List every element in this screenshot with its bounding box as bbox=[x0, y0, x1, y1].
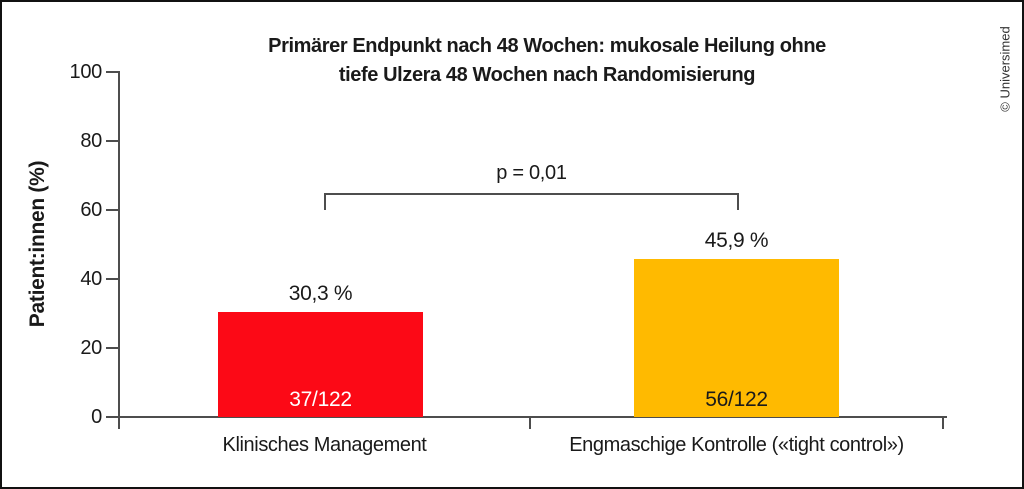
y-axis-title: Patient:innen (%) bbox=[26, 160, 49, 328]
chart-title-line1: Primärer Endpunkt nach 48 Wochen: mukosa… bbox=[268, 35, 826, 57]
y-tick-mark bbox=[106, 140, 119, 142]
significance-bracket bbox=[324, 193, 739, 195]
bar-value-label: 45,9 % bbox=[704, 229, 769, 252]
y-tick-label: 20 bbox=[80, 337, 102, 359]
y-tick-label: 60 bbox=[80, 199, 102, 221]
copyright-credit: © Universimed bbox=[997, 26, 1013, 112]
bar-engmaschige-kontrolle bbox=[634, 259, 839, 417]
y-tick-mark bbox=[106, 416, 119, 418]
x-tick-mark bbox=[942, 416, 944, 429]
x-category-label: Klinisches Management bbox=[222, 434, 427, 456]
x-tick-mark bbox=[529, 416, 531, 429]
y-tick-label: 0 bbox=[91, 406, 102, 428]
y-tick-mark bbox=[106, 209, 119, 211]
x-axis-line bbox=[106, 416, 947, 418]
bar-klinisches-management bbox=[218, 312, 423, 417]
chart-title-line2: tiefe Ulzera 48 Wochen nach Randomisieru… bbox=[338, 64, 756, 86]
significance-bracket-end bbox=[324, 193, 326, 210]
chart-title: Primärer Endpunkt nach 48 Wochen: mukosa… bbox=[139, 32, 955, 90]
y-tick-label: 100 bbox=[69, 61, 103, 83]
p-value-label: p = 0,01 bbox=[496, 162, 567, 184]
y-tick-mark bbox=[106, 71, 119, 73]
significance-bracket-end bbox=[737, 193, 739, 210]
x-tick-mark bbox=[118, 416, 120, 429]
y-tick-mark bbox=[106, 278, 119, 280]
bar-fraction-label: 56/122 bbox=[705, 388, 768, 411]
y-axis-line bbox=[118, 71, 120, 418]
y-tick-mark bbox=[106, 347, 119, 349]
y-tick-label: 40 bbox=[80, 268, 102, 290]
bar-fraction-label: 37/122 bbox=[289, 388, 352, 411]
bar-value-label: 30,3 % bbox=[288, 282, 353, 305]
x-category-label: Engmaschige Kontrolle («tight control») bbox=[569, 434, 904, 456]
y-tick-label: 80 bbox=[80, 130, 102, 152]
